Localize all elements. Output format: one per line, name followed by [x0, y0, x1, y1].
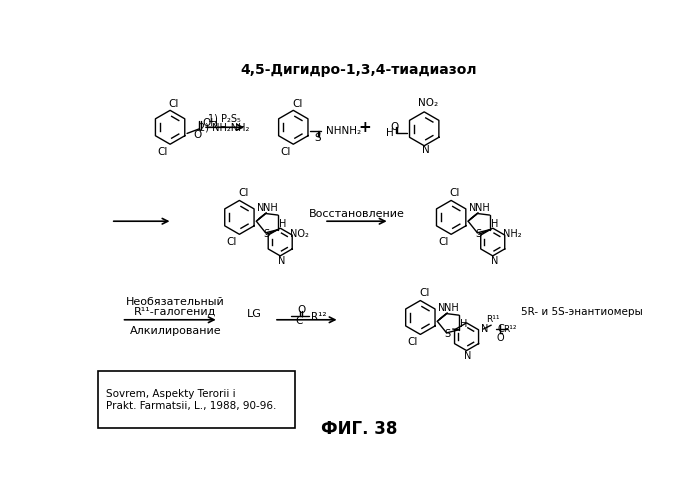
Text: Алкилирование: Алкилирование	[130, 325, 221, 336]
Text: Репрезентативная ссылка:: Репрезентативная ссылка:	[106, 376, 255, 386]
Text: NH: NH	[262, 203, 278, 213]
Text: ФИГ. 38: ФИГ. 38	[321, 420, 397, 438]
Text: S: S	[444, 329, 450, 339]
Text: R¹²: R¹²	[503, 324, 517, 333]
Text: Sovrem, Aspekty Terorii i: Sovrem, Aspekty Terorii i	[106, 389, 236, 399]
Text: 5R- и 5S-энантиомеры: 5R- и 5S-энантиомеры	[522, 307, 643, 317]
Text: Prakt. Farmatsii, L., 1988, 90-96.: Prakt. Farmatsii, L., 1988, 90-96.	[106, 401, 276, 411]
Text: H: H	[491, 219, 498, 229]
Text: Cl: Cl	[227, 237, 237, 247]
Text: Восстановление: Восстановление	[309, 208, 405, 219]
Text: O: O	[391, 122, 399, 131]
Text: C: C	[295, 315, 302, 325]
Text: Cl: Cl	[407, 337, 418, 347]
Text: Cl: Cl	[281, 147, 290, 157]
Text: R¹¹-галогенид: R¹¹-галогенид	[134, 307, 217, 317]
Text: N: N	[481, 324, 488, 334]
Text: H: H	[386, 127, 393, 138]
Text: H: H	[461, 318, 468, 329]
Text: 4,5-Дигидро-1,3,4-тиадиазол: 4,5-Дигидро-1,3,4-тиадиазол	[241, 62, 477, 76]
Text: NO₂: NO₂	[418, 98, 438, 108]
Text: Cl: Cl	[169, 99, 179, 109]
Text: N: N	[258, 203, 265, 213]
Text: OH: OH	[202, 119, 218, 128]
Text: N: N	[422, 145, 430, 155]
Text: 2) NH₂NH₂: 2) NH₂NH₂	[199, 123, 249, 132]
Text: N: N	[438, 303, 446, 313]
Text: N: N	[278, 256, 286, 266]
Text: Необязательный: Необязательный	[126, 297, 225, 307]
Text: NO₂: NO₂	[290, 229, 309, 239]
Text: O: O	[496, 333, 504, 343]
Text: N: N	[491, 256, 498, 266]
Text: S: S	[314, 133, 321, 143]
Text: Cl: Cl	[438, 237, 449, 247]
Text: Cl: Cl	[450, 187, 460, 198]
Text: R¹¹: R¹¹	[486, 315, 500, 324]
Text: S: S	[263, 229, 270, 239]
Text: Cl: Cl	[419, 288, 429, 298]
Text: N: N	[469, 203, 477, 213]
Text: C: C	[497, 324, 504, 334]
Text: NH: NH	[475, 203, 489, 213]
Text: O: O	[297, 305, 305, 315]
Text: NH₂: NH₂	[503, 229, 522, 239]
Text: NH: NH	[444, 303, 458, 313]
Text: +: +	[358, 120, 371, 135]
Text: NHNH₂: NHNH₂	[326, 126, 361, 136]
Text: 1) P₂S₅: 1) P₂S₅	[208, 113, 240, 123]
Text: Cl: Cl	[292, 99, 302, 109]
Text: LG: LG	[247, 309, 262, 318]
Text: Cl: Cl	[158, 147, 167, 157]
Text: O: O	[194, 130, 202, 140]
Text: N: N	[464, 351, 472, 361]
Text: Cl: Cl	[238, 187, 248, 198]
Text: S: S	[475, 229, 481, 239]
Text: H: H	[279, 219, 287, 229]
Text: R¹²: R¹²	[311, 311, 326, 322]
Bar	[99, 372, 295, 428]
